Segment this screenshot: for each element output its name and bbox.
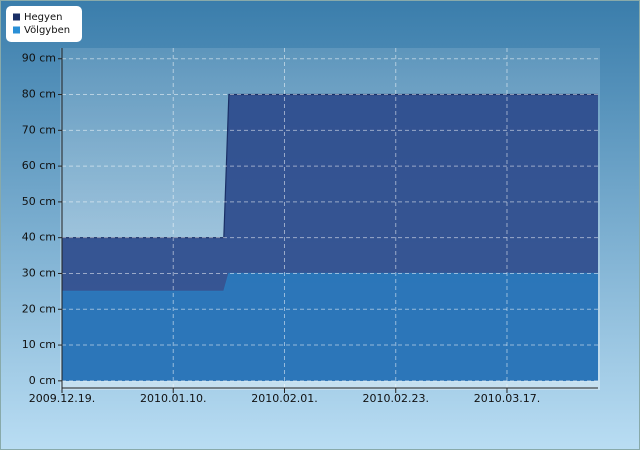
y-tick-label: 10 cm	[22, 338, 56, 351]
y-tick-label: 30 cm	[22, 266, 56, 279]
y-tick-label: 50 cm	[22, 195, 56, 208]
y-tick-label: 40 cm	[22, 231, 56, 244]
y-tick-label: 80 cm	[22, 88, 56, 101]
legend-swatch	[13, 26, 20, 34]
legend-label: Völgyben	[24, 25, 70, 36]
area	[62, 273, 598, 381]
y-tick-label: 60 cm	[22, 159, 56, 172]
y-tick-label: 70 cm	[22, 123, 56, 136]
y-tick-label: 90 cm	[22, 52, 56, 65]
x-tick-label: 2010.02.23.	[362, 392, 428, 405]
legend: Hegyen Völgyben	[6, 6, 82, 42]
legend-box	[6, 6, 82, 42]
y-tick-label: 20 cm	[22, 302, 56, 315]
x-tick-label: 2010.02.01.	[251, 392, 317, 405]
x-tick-label: 2009.12.19.	[29, 392, 95, 405]
legend-swatch	[13, 13, 20, 21]
y-tick-label: 0 cm	[29, 374, 56, 387]
x-tick-label: 2010.01.10.	[140, 392, 206, 405]
legend-label: Hegyen	[24, 12, 62, 23]
x-tick-label: 2010.03.17.	[474, 392, 540, 405]
